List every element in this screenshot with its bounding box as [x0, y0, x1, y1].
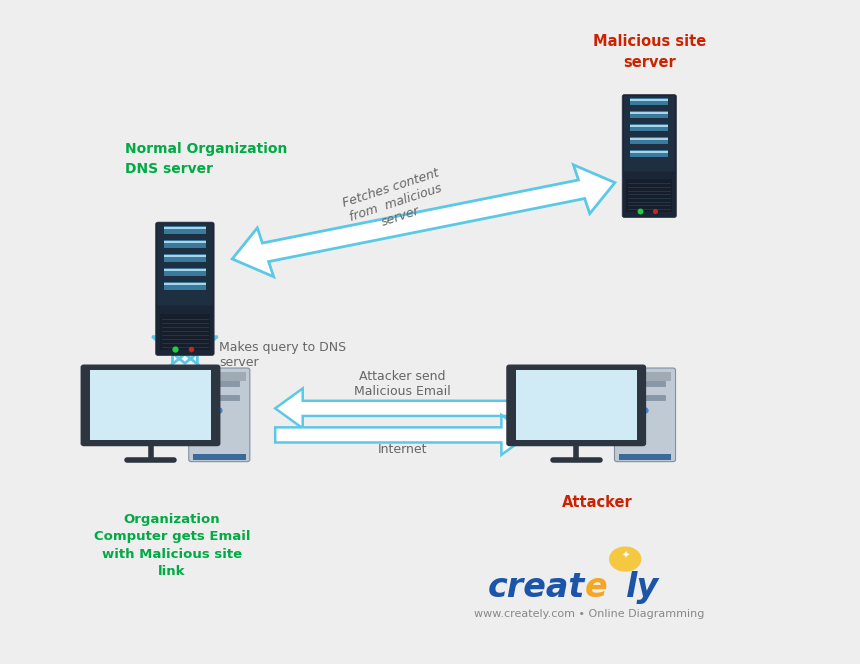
FancyBboxPatch shape — [157, 224, 212, 305]
Text: www.creately.com • Online Diagramming: www.creately.com • Online Diagramming — [474, 609, 704, 620]
Text: Malicious site
server: Malicious site server — [593, 34, 706, 70]
Polygon shape — [275, 415, 529, 455]
Text: Fetches content
from  malicious
server: Fetches content from malicious server — [341, 167, 450, 238]
FancyBboxPatch shape — [630, 111, 668, 118]
FancyBboxPatch shape — [189, 368, 249, 461]
Polygon shape — [232, 165, 615, 277]
Text: Makes query to DNS
server: Makes query to DNS server — [219, 341, 347, 369]
FancyBboxPatch shape — [82, 365, 220, 446]
FancyBboxPatch shape — [200, 394, 239, 400]
FancyBboxPatch shape — [164, 254, 206, 262]
Text: Attacker: Attacker — [562, 495, 633, 510]
FancyBboxPatch shape — [624, 96, 675, 172]
FancyBboxPatch shape — [630, 137, 668, 144]
FancyBboxPatch shape — [614, 368, 676, 461]
FancyBboxPatch shape — [164, 269, 206, 271]
FancyBboxPatch shape — [630, 138, 668, 139]
Text: Attacker send
Malicious Email: Attacker send Malicious Email — [353, 371, 451, 398]
FancyBboxPatch shape — [630, 125, 668, 127]
FancyBboxPatch shape — [618, 372, 671, 380]
FancyBboxPatch shape — [89, 371, 212, 440]
FancyBboxPatch shape — [164, 227, 206, 229]
Text: ly: ly — [626, 571, 660, 604]
FancyBboxPatch shape — [622, 94, 677, 218]
Text: creat: creat — [488, 571, 585, 604]
FancyBboxPatch shape — [630, 98, 668, 106]
FancyBboxPatch shape — [164, 282, 206, 290]
FancyBboxPatch shape — [630, 124, 668, 131]
FancyBboxPatch shape — [156, 222, 214, 356]
Text: Internet: Internet — [378, 443, 427, 456]
Text: e: e — [585, 571, 607, 604]
FancyBboxPatch shape — [626, 179, 673, 212]
Polygon shape — [152, 337, 218, 380]
FancyBboxPatch shape — [164, 241, 206, 243]
FancyBboxPatch shape — [160, 314, 210, 351]
Polygon shape — [275, 388, 529, 428]
Text: Normal Organization
DNS server: Normal Organization DNS server — [125, 143, 287, 176]
FancyBboxPatch shape — [164, 268, 206, 276]
FancyBboxPatch shape — [193, 454, 246, 459]
FancyBboxPatch shape — [164, 283, 206, 285]
FancyBboxPatch shape — [618, 454, 671, 459]
FancyBboxPatch shape — [164, 255, 206, 257]
FancyBboxPatch shape — [200, 381, 239, 386]
FancyBboxPatch shape — [164, 240, 206, 248]
FancyBboxPatch shape — [630, 99, 668, 101]
FancyBboxPatch shape — [630, 112, 668, 114]
FancyBboxPatch shape — [625, 394, 665, 400]
FancyBboxPatch shape — [625, 381, 665, 386]
FancyBboxPatch shape — [630, 149, 668, 157]
Circle shape — [610, 547, 641, 571]
Text: Organization
Computer gets Email
with Malicious site
link: Organization Computer gets Email with Ma… — [94, 513, 250, 578]
Text: ✦: ✦ — [621, 550, 630, 561]
FancyBboxPatch shape — [507, 365, 645, 446]
FancyBboxPatch shape — [630, 151, 668, 153]
FancyBboxPatch shape — [515, 371, 637, 440]
FancyBboxPatch shape — [164, 226, 206, 234]
FancyBboxPatch shape — [193, 372, 246, 380]
